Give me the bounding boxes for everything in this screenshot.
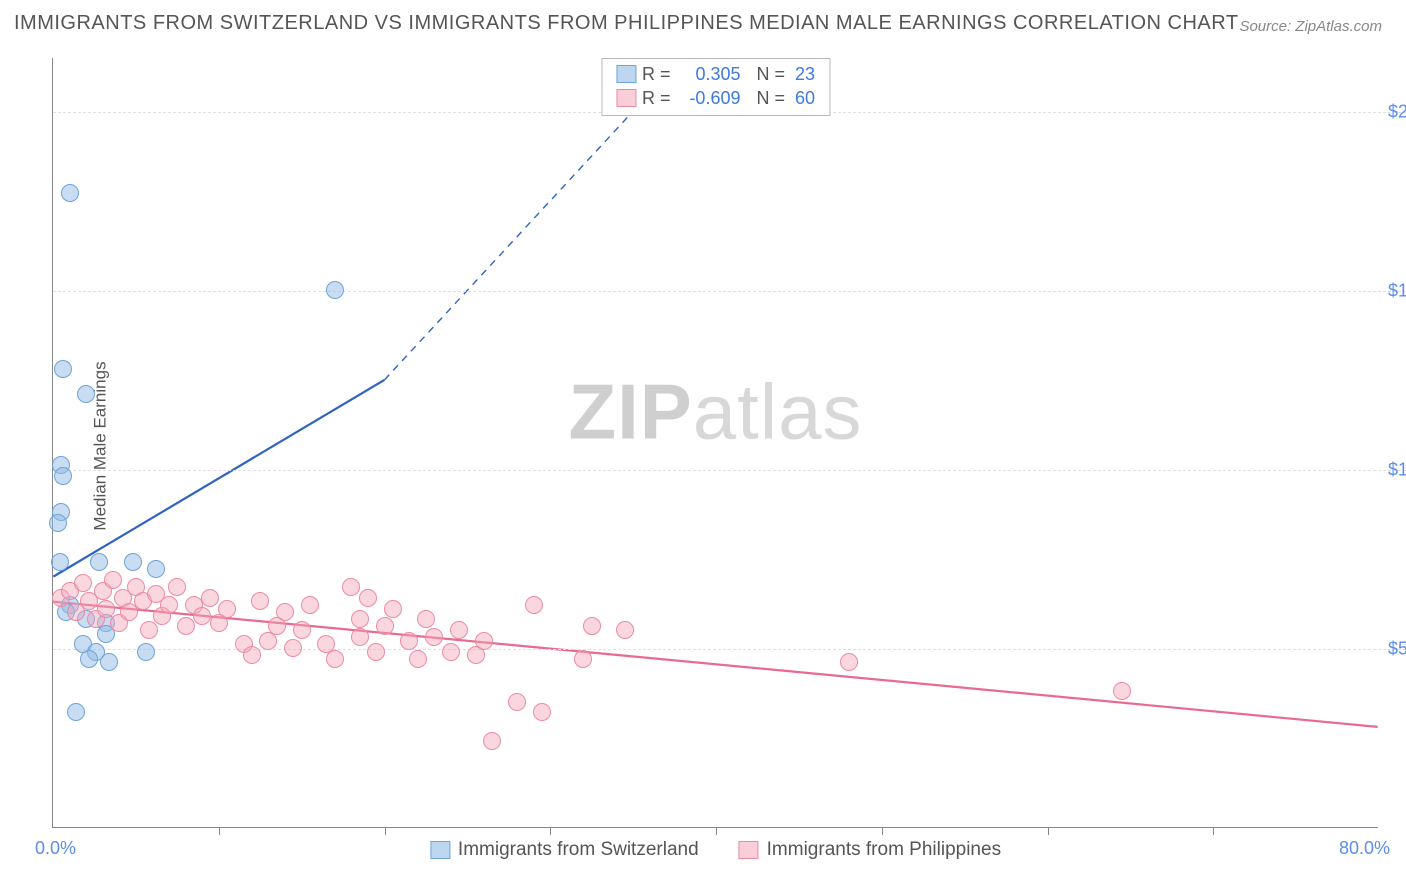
data-point: [137, 643, 155, 661]
data-point: [376, 617, 394, 635]
data-point: [326, 650, 344, 668]
x-axis-min: 0.0%: [35, 838, 76, 859]
data-point: [1113, 682, 1131, 700]
trend-line: [53, 380, 384, 577]
series-legend: Immigrants from Switzerland Immigrants f…: [430, 839, 1001, 861]
gridline: [53, 291, 1406, 292]
legend-item-philippines: Immigrants from Philippines: [739, 839, 1001, 861]
chart-title: IMMIGRANTS FROM SWITZERLAND VS IMMIGRANT…: [14, 12, 1239, 35]
data-point: [508, 693, 526, 711]
legend-label-switzerland: Immigrants from Switzerland: [458, 839, 699, 861]
x-tick: [1048, 827, 1049, 835]
correlation-legend: R = 0.305 N = 23 R = -0.609 N = 60: [601, 58, 830, 116]
data-point: [243, 646, 261, 664]
data-point: [533, 703, 551, 721]
data-point: [74, 574, 92, 592]
watermark-bold: ZIP: [568, 367, 692, 455]
data-point: [276, 603, 294, 621]
data-point: [442, 643, 460, 661]
data-point: [384, 600, 402, 618]
n-value-philippines: 60: [795, 88, 815, 109]
data-point: [840, 653, 858, 671]
swatch-pink: [616, 89, 636, 107]
watermark: ZIPatlas: [568, 366, 862, 457]
trend-lines: [53, 58, 1378, 827]
swatch-pink: [739, 841, 759, 859]
data-point: [140, 621, 158, 639]
r-label: R =: [642, 88, 671, 109]
data-point: [367, 643, 385, 661]
data-point: [218, 600, 236, 618]
data-point: [301, 596, 319, 614]
data-point: [147, 560, 165, 578]
data-point: [177, 617, 195, 635]
data-point: [409, 650, 427, 668]
data-point: [67, 703, 85, 721]
y-tick-label: $50,000: [1388, 638, 1406, 659]
data-point: [124, 553, 142, 571]
data-point: [351, 628, 369, 646]
data-point: [49, 514, 67, 532]
legend-item-switzerland: Immigrants from Switzerland: [430, 839, 699, 861]
watermark-light: atlas: [693, 367, 863, 455]
x-tick: [385, 827, 386, 835]
y-tick-label: $150,000: [1388, 280, 1406, 301]
data-point: [425, 628, 443, 646]
data-point: [525, 596, 543, 614]
data-point: [284, 639, 302, 657]
data-point: [61, 184, 79, 202]
y-tick-label: $100,000: [1388, 459, 1406, 480]
data-point: [160, 596, 178, 614]
y-tick-label: $200,000: [1388, 101, 1406, 122]
data-point: [168, 578, 186, 596]
n-value-switzerland: 23: [795, 64, 815, 85]
trend-line: [53, 602, 1377, 727]
data-point: [201, 589, 219, 607]
source-label: Source: ZipAtlas.com: [1239, 18, 1382, 35]
x-axis-max: 80.0%: [1339, 838, 1390, 859]
data-point: [193, 607, 211, 625]
data-point: [90, 553, 108, 571]
data-point: [583, 617, 601, 635]
x-tick: [1213, 827, 1214, 835]
data-point: [54, 467, 72, 485]
data-point: [351, 610, 369, 628]
data-point: [475, 632, 493, 650]
swatch-blue: [430, 841, 450, 859]
data-point: [483, 732, 501, 750]
x-tick: [882, 827, 883, 835]
data-point: [574, 650, 592, 668]
data-point: [417, 610, 435, 628]
x-tick: [219, 827, 220, 835]
legend-row-philippines: R = -0.609 N = 60: [616, 86, 815, 110]
data-point: [54, 360, 72, 378]
data-point: [104, 571, 122, 589]
data-point: [251, 592, 269, 610]
data-point: [51, 553, 69, 571]
data-point: [80, 650, 98, 668]
x-tick: [550, 827, 551, 835]
gridline: [53, 470, 1406, 471]
plot-area: ZIPatlas R = 0.305 N = 23 R = -0.609 N =…: [52, 58, 1378, 828]
data-point: [359, 589, 377, 607]
data-point: [97, 600, 115, 618]
data-point: [400, 632, 418, 650]
legend-row-switzerland: R = 0.305 N = 23: [616, 62, 815, 86]
x-tick: [716, 827, 717, 835]
n-label: N =: [756, 88, 785, 109]
n-label: N =: [756, 64, 785, 85]
data-point: [326, 281, 344, 299]
legend-label-philippines: Immigrants from Philippines: [767, 839, 1001, 861]
data-point: [450, 621, 468, 639]
data-point: [77, 385, 95, 403]
r-label: R =: [642, 64, 671, 85]
data-point: [100, 653, 118, 671]
r-value-philippines: -0.609: [678, 88, 740, 109]
data-point: [342, 578, 360, 596]
swatch-blue: [616, 65, 636, 83]
data-point: [293, 621, 311, 639]
data-point: [616, 621, 634, 639]
r-value-switzerland: 0.305: [678, 64, 740, 85]
